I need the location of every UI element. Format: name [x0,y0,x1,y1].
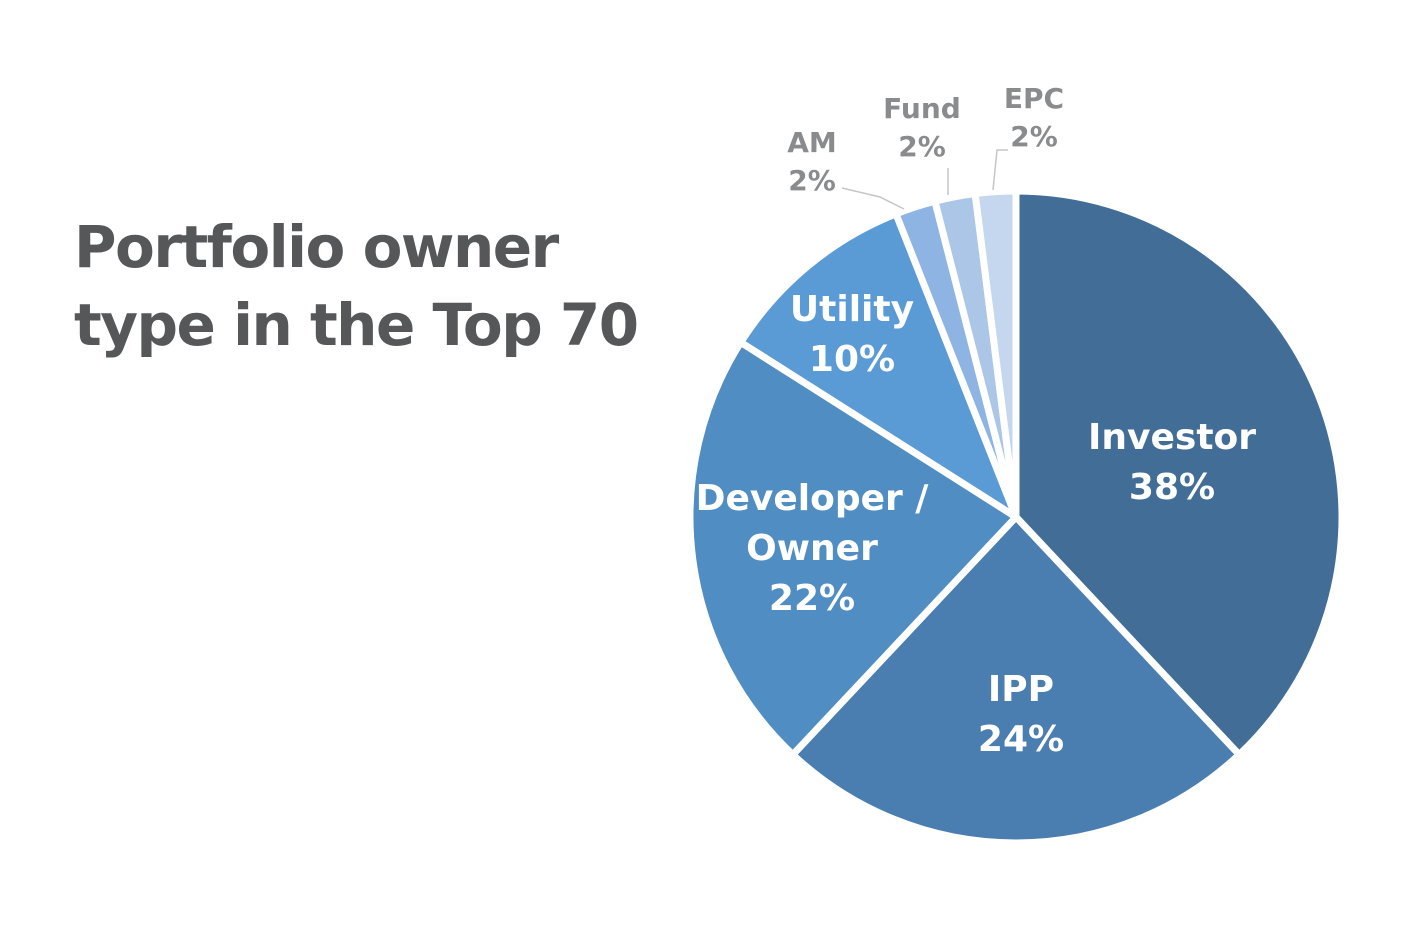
pie-slice-utility [737,210,1020,521]
slice-label-utility: Utility 10% [790,289,914,380]
slice-label-investor: Investor 38% [1088,417,1256,508]
pie-slice-ipp [789,513,1243,847]
slice-label-fund: Fund 2% [883,92,961,163]
slice-label-am: AM 2% [787,126,837,197]
slice-label-epc: EPC 2% [1004,82,1064,153]
slice-label-ipp: IPP 24% [978,669,1064,760]
leader-line-am [841,187,905,210]
chart-title-line-2: type in the Top 70 [74,291,639,359]
pie-slice-developer-owner [686,338,1020,759]
pie-slice-epc [971,187,1020,521]
slice-label-developer-owner: Developer / Owner 22% [696,478,930,619]
chart-title: Portfolio owner type in the Top 70 [74,208,674,364]
pie-slice-investor [1012,187,1346,759]
leader-line-epc [992,149,1008,191]
chart-title-line-1: Portfolio owner [74,213,559,281]
